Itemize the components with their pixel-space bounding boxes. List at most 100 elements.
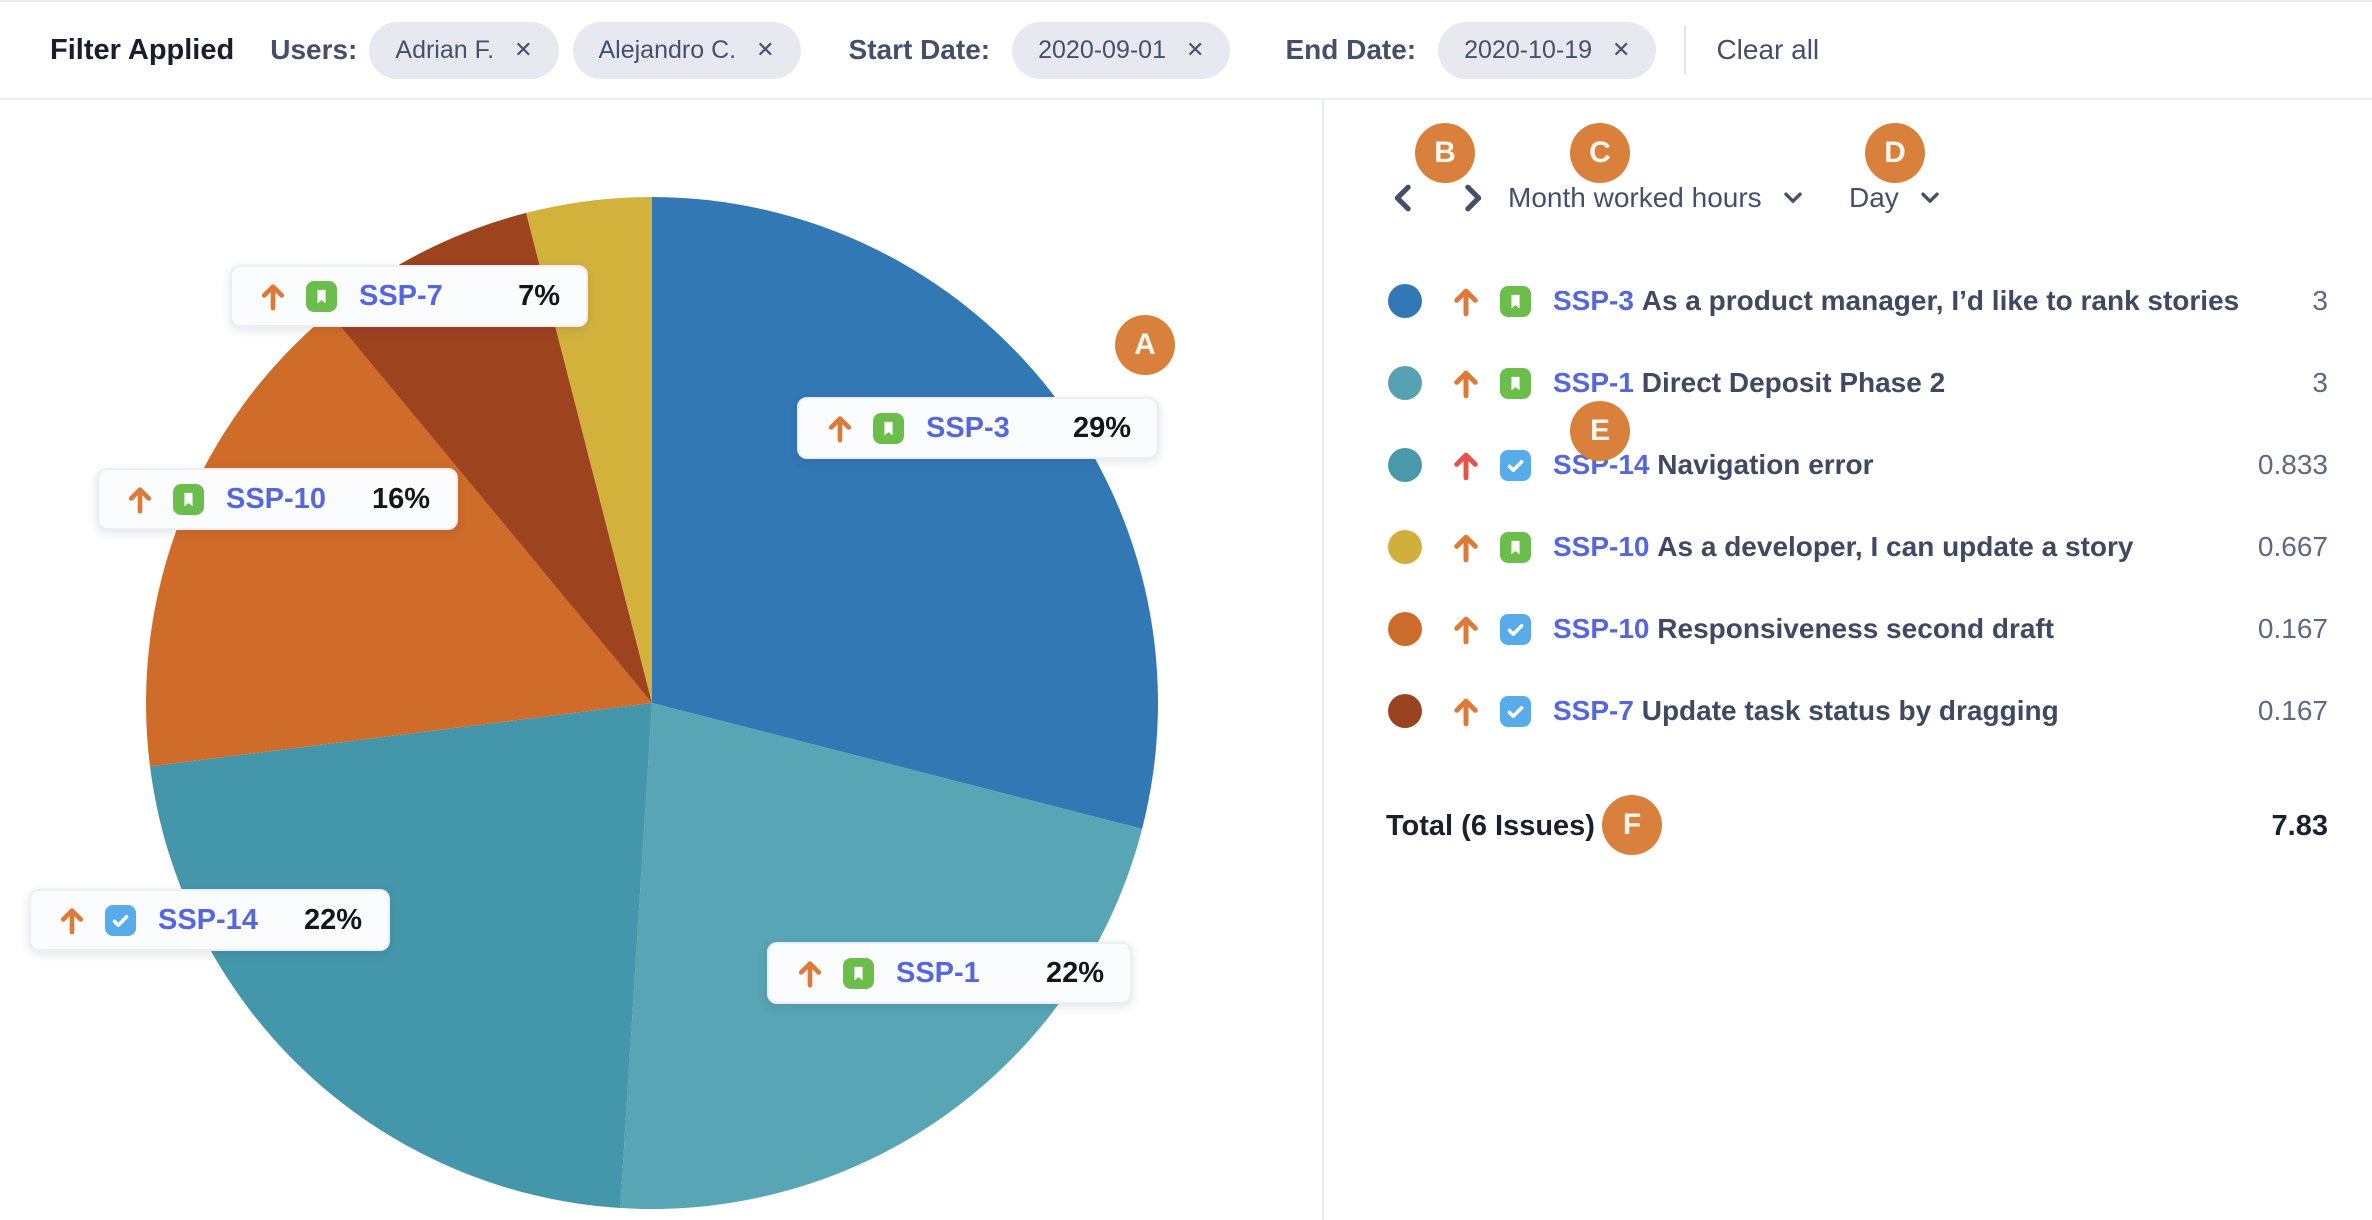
priority-up-icon [1448, 693, 1484, 729]
issue-legend-list: SSP-3 As a product manager, I’d like to … [1324, 260, 2372, 752]
priority-up-icon [1448, 283, 1484, 319]
chevron-down-icon [1783, 192, 1802, 203]
task-icon [1500, 695, 1531, 727]
annotation-marker-e: E [1570, 401, 1630, 461]
pie-label-ssp-10: SSP-10 16% [97, 468, 458, 530]
legend-row-ssp-14[interactable]: SSP-14 Navigation error 0.833 [1324, 424, 2372, 506]
priority-up-icon [123, 482, 157, 516]
annotation-marker-b: B [1415, 123, 1475, 183]
priority-up-icon [823, 411, 857, 445]
slice-percent: 16% [371, 482, 430, 515]
worked-hours-value: 0.833 [2257, 449, 2328, 480]
users-label: Users: [270, 34, 358, 65]
issue-key-link[interactable]: SSP-1 [1553, 367, 1634, 398]
issue-summary: As a developer, I can update a story [1657, 531, 2134, 562]
series-color-dot [1388, 284, 1422, 318]
worked-hours-value: 0.167 [2257, 695, 2328, 726]
granularity-dropdown-value: Day [1849, 182, 1899, 213]
worked-hours-value: 0.167 [2257, 613, 2328, 644]
priority-up-icon [1448, 611, 1484, 647]
priority-up-icon [55, 903, 89, 937]
issue-summary: Direct Deposit Phase 2 [1641, 367, 1946, 398]
issue-key-link[interactable]: SSP-7 [1553, 695, 1634, 726]
issue-key: SSP-1 [896, 956, 980, 989]
pie-label-ssp-14: SSP-14 22% [29, 889, 390, 951]
user-chip-label: Alejandro C. [598, 35, 737, 64]
legend-row-ssp-3[interactable]: SSP-3 As a product manager, I’d like to … [1324, 260, 2372, 342]
user-chip-label: Adrian F. [395, 35, 495, 64]
remove-chip-icon[interactable]: ✕ [1612, 37, 1631, 62]
annotation-marker-d: D [1865, 123, 1925, 183]
total-row: Total (6 Issues) 7.83 [1324, 796, 2372, 856]
priority-up-icon [793, 956, 827, 990]
metric-dropdown[interactable]: Month worked hours [1508, 178, 1806, 218]
pie-slice-ssp-3-0[interactable] [652, 197, 1158, 829]
chevron-right-icon [1452, 178, 1492, 218]
start-date-label: Start Date: [848, 34, 991, 65]
task-icon [1500, 449, 1531, 481]
issue-key-link[interactable]: SSP-10 [1553, 613, 1650, 644]
task-icon [1500, 613, 1531, 645]
series-color-dot [1388, 612, 1422, 646]
issue-summary: As a product manager, I’d like to rank s… [1641, 285, 2240, 316]
granularity-dropdown[interactable]: Day [1849, 178, 1943, 218]
remove-chip-icon[interactable]: ✕ [514, 37, 533, 62]
annotation-marker-a: A [1115, 315, 1175, 375]
issue-summary: Update task status by dragging [1641, 695, 2059, 726]
priority-up-icon [1448, 447, 1484, 483]
total-label: Total (6 Issues) [1386, 809, 1595, 842]
pie-label-ssp-7: SSP-7 7% [230, 265, 588, 327]
start-date-chip[interactable]: 2020-09-01 ✕ [1012, 21, 1231, 79]
previous-period-button[interactable] [1384, 178, 1424, 218]
worked-hours-value: 3 [2312, 367, 2328, 398]
pie-slice-ssp-14-2[interactable] [149, 703, 653, 1208]
end-date-label: End Date: [1285, 34, 1417, 65]
remove-chip-icon[interactable]: ✕ [1186, 37, 1205, 62]
story-icon [843, 957, 874, 989]
slice-percent: 22% [1045, 956, 1104, 989]
user-chip-adrian[interactable]: Adrian F. ✕ [369, 21, 559, 79]
slice-percent: 29% [1072, 411, 1131, 444]
story-icon [173, 483, 204, 515]
worked-hours-pie-chart [146, 197, 1158, 1209]
chevron-down-icon [1921, 192, 1939, 203]
user-chip-alejandro[interactable]: Alejandro C. ✕ [572, 21, 801, 79]
pie-label-ssp-3: SSP-3 29% [797, 397, 1159, 459]
story-icon [1500, 531, 1531, 563]
remove-chip-icon[interactable]: ✕ [756, 37, 775, 62]
priority-up-icon [1448, 529, 1484, 565]
total-value: 7.83 [2271, 809, 2328, 842]
issue-key: SSP-7 [359, 279, 443, 312]
clear-all-button[interactable]: Clear all [1716, 34, 1820, 65]
legend-row-ssp-1[interactable]: SSP-1 Direct Deposit Phase 2 3 [1324, 342, 2372, 424]
worklog-side-panel: Month worked hours Day SSP-3 As a produc… [1322, 100, 2372, 1220]
slice-percent: 7% [518, 279, 560, 312]
priority-up-icon [1448, 365, 1484, 401]
worked-hours-value: 3 [2312, 285, 2328, 316]
issue-key: SSP-3 [926, 411, 1010, 444]
filter-bar-divider [1684, 26, 1687, 74]
issue-key-link[interactable]: SSP-10 [1553, 531, 1650, 562]
next-period-button[interactable] [1452, 178, 1492, 218]
end-date-chip[interactable]: 2020-10-19 ✕ [1438, 21, 1657, 79]
slice-percent: 22% [303, 903, 362, 936]
legend-row-ssp-10-task[interactable]: SSP-10 Responsiveness second draft 0.167 [1324, 588, 2372, 670]
worked-hours-value: 0.667 [2257, 531, 2328, 562]
issue-key-link[interactable]: SSP-3 [1553, 285, 1634, 316]
pie-svg [146, 197, 1158, 1209]
legend-row-ssp-10-story[interactable]: SSP-10 As a developer, I can update a st… [1324, 506, 2372, 588]
pie-slice-ssp-10-3[interactable] [146, 313, 652, 767]
series-color-dot [1388, 448, 1422, 482]
issue-summary: Responsiveness second draft [1657, 613, 2055, 644]
annotation-marker-c: C [1570, 123, 1630, 183]
issue-summary: Navigation error [1657, 449, 1874, 480]
chevron-left-icon [1384, 178, 1424, 218]
story-icon [1500, 367, 1531, 399]
legend-row-ssp-7[interactable]: SSP-7 Update task status by dragging 0.1… [1324, 670, 2372, 752]
filter-bar: Filter Applied Users: Adrian F. ✕ Alejan… [0, 0, 2372, 100]
series-color-dot [1388, 694, 1422, 728]
story-icon [306, 280, 337, 312]
story-icon [1500, 285, 1531, 317]
pie-slice-ssp-7-4[interactable] [329, 212, 652, 703]
story-icon [873, 412, 904, 444]
